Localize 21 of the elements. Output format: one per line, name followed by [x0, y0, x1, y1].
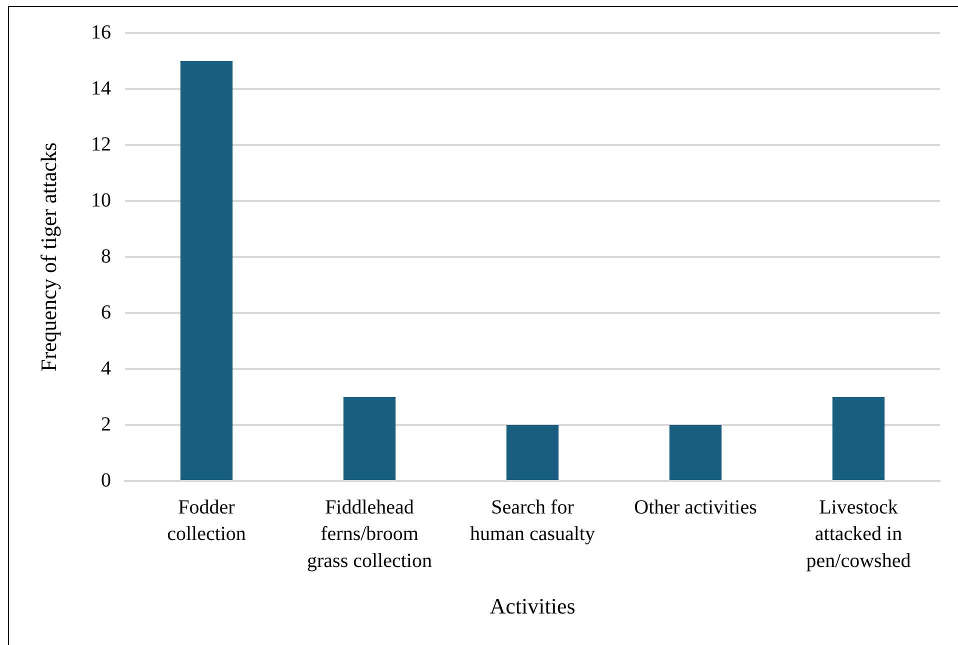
y-tick-label: 4	[101, 357, 111, 380]
x-tick-label: Livestock attacked in pen/cowshed	[806, 496, 911, 572]
bar	[180, 61, 233, 480]
x-tick-label: Search for human casualty	[470, 496, 595, 546]
bar	[669, 425, 722, 480]
y-tick-label: 8	[101, 245, 111, 268]
x-tick-label: Fodder collection	[167, 496, 246, 546]
bar	[832, 397, 885, 480]
y-tick-label: 0	[101, 469, 111, 492]
y-axis-title: Frequency of tiger attacks	[36, 142, 61, 372]
bar	[343, 397, 396, 480]
x-tick-label: Other activities	[634, 496, 758, 519]
bar	[506, 425, 559, 480]
y-tick-label: 14	[91, 77, 111, 100]
y-tick-label: 16	[91, 21, 111, 44]
x-tick-label: Fiddlehead ferns/broom grass collection	[307, 496, 432, 572]
y-tick-label: 2	[101, 413, 111, 436]
y-tick-label: 10	[91, 189, 111, 212]
y-tick-label: 6	[101, 301, 111, 324]
y-tick-label: 12	[91, 133, 111, 156]
x-axis-title: Activities	[490, 594, 576, 619]
